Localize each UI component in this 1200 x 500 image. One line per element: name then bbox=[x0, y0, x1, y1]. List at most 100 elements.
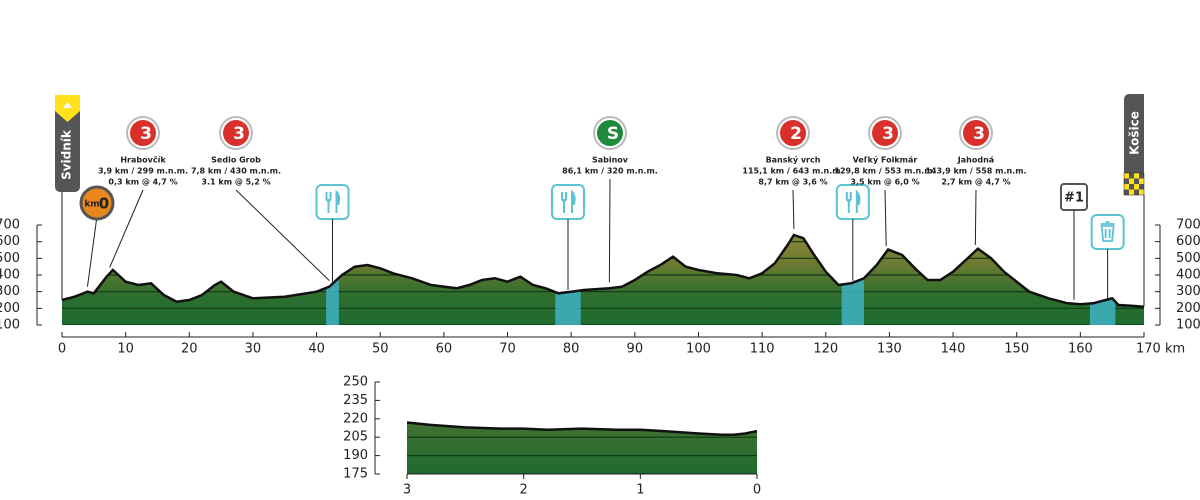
y-tick-label: 200 bbox=[0, 301, 20, 316]
y-tick-label: 600 bbox=[1176, 234, 1200, 249]
x-tick-label: 20 bbox=[181, 342, 198, 357]
fork bbox=[325, 192, 332, 213]
icon-frame bbox=[835, 184, 870, 220]
checker bbox=[1139, 189, 1144, 195]
checker bbox=[1139, 178, 1144, 184]
profile-outline bbox=[406, 421, 758, 436]
km0-digit: 0 bbox=[99, 195, 109, 213]
y-tick-label: 220 bbox=[343, 411, 368, 426]
checker bbox=[1129, 189, 1134, 195]
x-tick-label: 0 bbox=[753, 483, 761, 498]
climb-name: Sedlo Grob bbox=[211, 156, 261, 165]
knife bbox=[335, 189, 341, 213]
x-tick-label: 80 bbox=[563, 342, 580, 357]
checker bbox=[1134, 173, 1139, 179]
y-tick-label: 400 bbox=[0, 268, 20, 283]
y-tick-label: 250 bbox=[343, 375, 368, 390]
start-name: Svidník bbox=[60, 129, 74, 180]
climb-leader bbox=[109, 189, 144, 268]
x-tick-label: 2 bbox=[520, 483, 528, 498]
climb-leader bbox=[974, 189, 977, 246]
x-tick-label: 140 bbox=[941, 342, 966, 357]
y-tick-label: 100 bbox=[0, 318, 20, 333]
climb-info: 0,3 km @ 4,7 % bbox=[108, 178, 177, 187]
icon-frame bbox=[1090, 214, 1125, 250]
knife bbox=[570, 189, 576, 213]
x-tick-label: 50 bbox=[372, 342, 389, 357]
km0-badge bbox=[79, 185, 115, 221]
x-tick-label: 30 bbox=[245, 342, 262, 357]
start-flag bbox=[55, 95, 80, 192]
badge-label: 2 bbox=[790, 124, 802, 144]
x-tick-label: 110 bbox=[750, 342, 775, 357]
badge-label: 3 bbox=[233, 124, 245, 144]
badge bbox=[961, 118, 991, 148]
food-icon bbox=[550, 184, 585, 220]
stripes bbox=[407, 436, 757, 474]
y-tick-label: 500 bbox=[1176, 251, 1200, 266]
climb-info: 86,1 km / 320 m.n.m. bbox=[562, 167, 658, 176]
climb-info: 129,8 km / 553 m.n.m. bbox=[834, 167, 935, 176]
icon-frame bbox=[315, 184, 350, 220]
food-icon bbox=[315, 184, 350, 220]
climb-leader bbox=[608, 178, 611, 283]
km0-unit: km bbox=[84, 200, 99, 210]
km0-leader bbox=[86, 215, 98, 287]
finish-name: Košice bbox=[1128, 111, 1142, 155]
y-tick-label: 300 bbox=[1176, 284, 1200, 299]
badge-label: 3 bbox=[973, 124, 985, 144]
climb-name: Banský vrch bbox=[766, 156, 821, 165]
x-tick-label: 1 bbox=[636, 483, 644, 498]
badge bbox=[595, 118, 625, 148]
start-arrow-mark bbox=[63, 102, 72, 108]
checker-bg bbox=[1123, 172, 1145, 196]
x-tick-label: 70 bbox=[499, 342, 516, 357]
start-arrow bbox=[55, 95, 80, 122]
climb-info: 3.1 km @ 5,2 % bbox=[201, 178, 270, 187]
badge bbox=[128, 118, 158, 148]
x-tick-label: 10 bbox=[117, 342, 134, 357]
y-tick-label: 200 bbox=[1176, 301, 1200, 316]
y-tick-label: 600 bbox=[0, 234, 20, 249]
y-tick-label: 700 bbox=[1176, 218, 1200, 233]
climb-name: Jahodná bbox=[957, 156, 994, 165]
y-tick-label: 100 bbox=[1176, 318, 1200, 333]
x-tick-label: 3 bbox=[403, 483, 411, 498]
finish-flag bbox=[1124, 94, 1144, 195]
elevation-area bbox=[62, 235, 1144, 325]
y-tick-label: 190 bbox=[343, 448, 368, 463]
y-tick-label: 300 bbox=[0, 284, 20, 299]
x-tick-label: 160 bbox=[1068, 342, 1093, 357]
x-tick-label: 130 bbox=[877, 342, 902, 357]
climb-name: Veľký Folkmár bbox=[853, 156, 918, 165]
elevation-area bbox=[407, 422, 757, 474]
climb-info: 7,8 km / 430 m.n.m. bbox=[191, 167, 281, 176]
sprint-label: #1 bbox=[1064, 191, 1084, 206]
climb-leader bbox=[235, 189, 330, 282]
badge bbox=[778, 118, 808, 148]
x-tick-label: 90 bbox=[627, 342, 644, 357]
climb-info: 3,5 km @ 6,0 % bbox=[850, 178, 919, 187]
y-tick-label: 175 bbox=[343, 467, 368, 482]
x-tick-label: 120 bbox=[813, 342, 838, 357]
climb-info: 2,7 km @ 4,7 % bbox=[941, 178, 1010, 187]
badge bbox=[221, 118, 251, 148]
x-tick-label: 170 km bbox=[1136, 342, 1185, 357]
climb-info: 143,9 km / 558 m.n.m. bbox=[925, 167, 1026, 176]
profile-outline bbox=[61, 233, 1145, 308]
waste-icon bbox=[1090, 214, 1125, 250]
y-tick-label: 400 bbox=[1176, 268, 1200, 283]
checker bbox=[1134, 184, 1139, 190]
x-tick-label: 150 bbox=[1004, 342, 1029, 357]
climb-name: Sabinov bbox=[592, 156, 629, 165]
checker bbox=[1124, 184, 1129, 190]
climb-info: 8,7 km @ 3,6 % bbox=[758, 178, 827, 187]
badge-label: S bbox=[607, 124, 619, 144]
y-tick-label: 500 bbox=[0, 251, 20, 266]
checker bbox=[1124, 173, 1129, 179]
fork bbox=[560, 192, 567, 213]
icon-frame bbox=[550, 184, 585, 220]
x-tick-label: 60 bbox=[436, 342, 453, 357]
x-tick-label: 40 bbox=[308, 342, 325, 357]
